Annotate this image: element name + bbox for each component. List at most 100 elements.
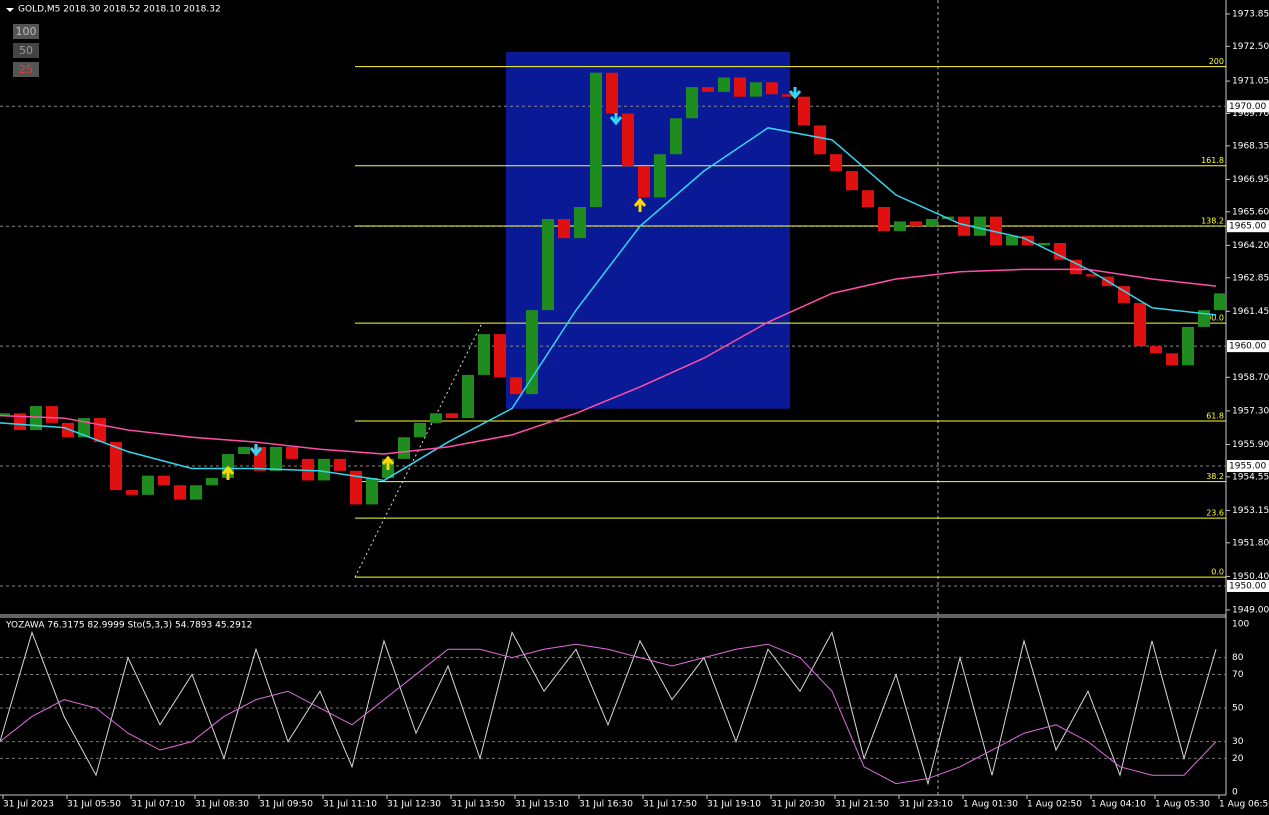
candle (0, 413, 10, 416)
candle (94, 418, 106, 443)
candle (526, 310, 538, 395)
candle (366, 478, 378, 505)
x-tick-label: 1 Aug 05:30 (1155, 800, 1210, 810)
candle (862, 190, 874, 207)
candle (286, 446, 298, 459)
x-tick-label: 1 Aug 01:30 (963, 800, 1018, 810)
candle (494, 334, 506, 378)
candle (1134, 302, 1146, 347)
candle (1150, 346, 1162, 354)
signal-arrows (221, 87, 802, 480)
candle (350, 470, 362, 505)
candle (894, 221, 906, 231)
candle (30, 406, 42, 431)
zoom-button[interactable] (13, 62, 39, 77)
candle (158, 475, 170, 486)
y-tick-label: 1973.85 (1232, 9, 1269, 19)
sell-arrow (788, 87, 802, 100)
candle (686, 87, 698, 119)
level-label-box (1227, 340, 1269, 353)
y-tick-label: 1968.35 (1232, 141, 1269, 151)
y-tick-label: 1950.40 (1232, 572, 1269, 582)
zoom-label: 50 (19, 44, 33, 57)
level-label: 1965.00 (1229, 222, 1266, 232)
candle (1214, 293, 1226, 311)
y-tick-label: 1961.45 (1232, 307, 1269, 317)
candle (702, 87, 714, 92)
fibo-label: 200 (1209, 57, 1224, 66)
candle (1070, 259, 1082, 275)
candle (846, 171, 858, 191)
candle (590, 72, 602, 207)
level-label: 1950.00 (1229, 581, 1266, 591)
candle (1038, 242, 1050, 246)
x-tick-label: 31 Jul 16:30 (579, 800, 633, 810)
symbol-header: GOLD,M5 2018.30 2018.52 2018.10 2018.32 (18, 5, 221, 15)
buy-arrow (633, 197, 647, 212)
x-tick-label: 31 Jul 21:50 (835, 800, 889, 810)
oscillator-line (0, 630, 1217, 786)
x-tick-label: 31 Jul 15:10 (515, 800, 569, 810)
plot: 1973.85 1972.50 1971.05 1969.70 1968.35 1966.… (0, 9, 1269, 810)
x-tick-label: 1 Aug 02:50 (1027, 800, 1082, 810)
candle (606, 72, 618, 114)
candle (798, 96, 810, 126)
oscillator-header: YOZAWA 76.3175 82.9999 Sto(5,3,3) 54.789… (5, 621, 252, 631)
candle (990, 216, 1002, 246)
y-tick-label: 1972.50 (1232, 42, 1269, 52)
y-tick-label: 1954.55 (1232, 472, 1269, 482)
x-tick-label: 31 Jul 13:50 (451, 800, 505, 810)
level-label-box (1227, 460, 1269, 473)
candle (1086, 274, 1098, 277)
zoom-button[interactable] (13, 43, 39, 58)
buy-arrow (381, 455, 395, 470)
x-tick-label: 31 Jul 2023 (3, 800, 54, 810)
sell-arrow (609, 113, 623, 126)
candle (542, 218, 554, 311)
candle (142, 475, 154, 495)
y-tick-label: 1951.80 (1232, 538, 1269, 548)
candle (334, 458, 346, 471)
fibo-label: 38.2 (1206, 472, 1224, 481)
candle (782, 94, 794, 97)
zoom-button[interactable] (13, 24, 39, 39)
y-tick-label: 70 (1232, 670, 1244, 680)
x-tick-label: 31 Jul 17:50 (643, 800, 697, 810)
zoom-label: 25 (19, 63, 33, 76)
candle (670, 118, 682, 155)
level-label-box (1227, 100, 1269, 113)
x-tick-label: 31 Jul 09:50 (259, 800, 313, 810)
x-tick-label: 1 Aug 04:10 (1091, 800, 1146, 810)
candle (110, 442, 122, 491)
sell-arrow (249, 444, 263, 457)
candle (750, 82, 762, 97)
candle (510, 377, 522, 395)
level-label: 1955.00 (1229, 462, 1266, 472)
candle (206, 478, 218, 486)
y-tick-label: 1953.15 (1232, 506, 1269, 516)
fibo-label: 61.8 (1206, 411, 1224, 420)
y-tick-label: 1962.85 (1232, 273, 1269, 283)
candle (974, 216, 986, 236)
buy-arrow (221, 465, 235, 480)
candle (126, 490, 138, 495)
candle (1166, 353, 1178, 366)
candle (318, 458, 330, 481)
candle (238, 446, 250, 455)
candle (446, 413, 458, 419)
y-tick-label: 1965.60 (1232, 207, 1269, 217)
candle (622, 113, 634, 167)
candle (414, 422, 426, 438)
candle (270, 446, 282, 471)
candle (14, 413, 26, 431)
level-label: 1970.00 (1229, 102, 1266, 112)
x-tick-label: 31 Jul 20:30 (771, 800, 825, 810)
candle (926, 218, 938, 227)
candle (958, 216, 970, 236)
menu-icon[interactable] (6, 8, 14, 12)
x-tick-label: 31 Jul 23:10 (899, 800, 953, 810)
zoom-buttons: 100 50 25 (13, 24, 39, 77)
candle (766, 82, 778, 95)
candle (478, 334, 490, 375)
oscillator-line (0, 643, 1217, 785)
